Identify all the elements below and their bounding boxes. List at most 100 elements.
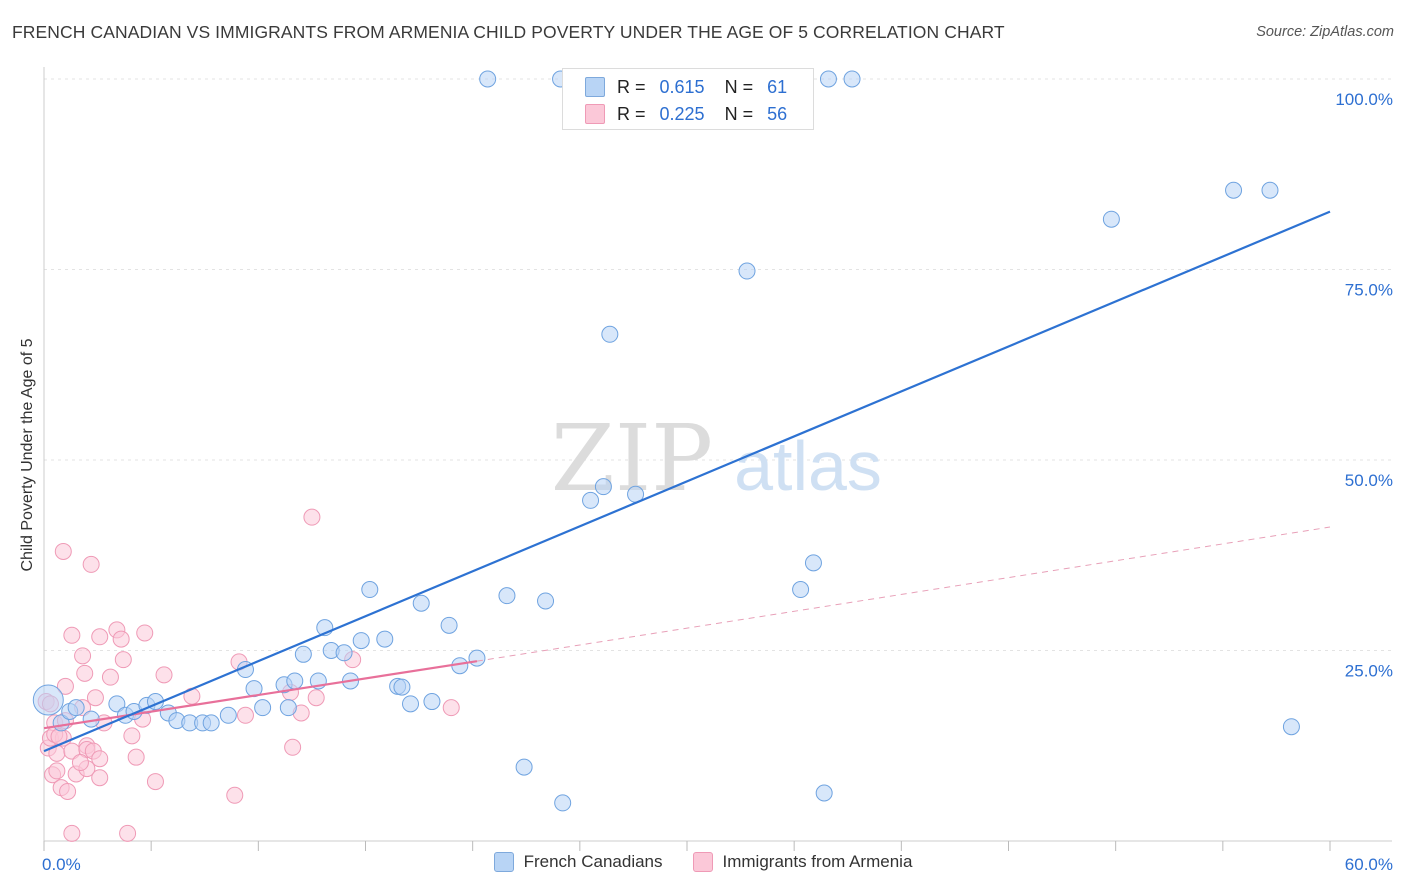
data-point-french-canadians [254, 699, 272, 717]
trend-line-french-canadians [43, 210, 1331, 753]
data-point-french-canadians [498, 587, 516, 605]
data-point-french-canadians [815, 784, 833, 802]
data-point-french-canadians [537, 592, 555, 610]
watermark-atlas: atlas [734, 427, 882, 505]
data-point-french-canadians [1261, 181, 1279, 199]
data-point-french-canadians [335, 644, 353, 662]
source-label: Source: ZipAtlas.com [1256, 24, 1394, 40]
stats-r-value: 0.615 [659, 76, 705, 97]
y-tick-label: 50.0% [1345, 471, 1393, 490]
data-point-immigrants-from-armenia [307, 689, 325, 707]
legend-item-immigrants-from-armenia[interactable]: Immigrants from Armenia [692, 852, 913, 872]
data-point-immigrants-from-armenia [442, 699, 460, 717]
correlation-stats-box: R = 0.615 N = 61 R = 0.225 N = 56 [562, 68, 814, 130]
data-point-immigrants-from-armenia [127, 748, 145, 766]
data-point-french-canadians [1282, 718, 1300, 736]
stats-r-value: 0.225 [659, 103, 705, 124]
data-point-french-canadians [32, 684, 64, 716]
data-point-french-canadians [393, 678, 411, 696]
data-point-french-canadians [1102, 210, 1120, 228]
data-point-french-canadians [792, 581, 810, 599]
data-point-french-canadians [294, 645, 312, 663]
data-point-french-canadians [479, 70, 497, 88]
data-point-immigrants-from-armenia [112, 630, 130, 648]
data-point-immigrants-from-armenia [54, 542, 72, 560]
data-point-immigrants-from-armenia [76, 664, 94, 682]
x-tick-label: 60.0% [1345, 855, 1393, 874]
data-point-immigrants-from-armenia [136, 624, 154, 642]
legend-label-immigrants-from-armenia: Immigrants from Armenia [722, 852, 913, 871]
data-point-french-canadians [286, 672, 304, 690]
y-axis-title: Child Poverty Under the Age of 5 [19, 338, 36, 572]
data-point-immigrants-from-armenia [114, 651, 132, 669]
data-point-immigrants-from-armenia [91, 769, 109, 787]
data-point-immigrants-from-armenia [284, 738, 302, 756]
data-point-immigrants-from-armenia [59, 782, 77, 800]
data-point-french-canadians [594, 478, 612, 496]
data-point-french-canadians [67, 699, 85, 717]
chart-title: FRENCH CANADIAN VS IMMIGRANTS FROM ARMEN… [12, 22, 1005, 42]
data-point-french-canadians [601, 325, 619, 343]
data-point-french-canadians [402, 695, 420, 713]
data-point-immigrants-from-armenia [56, 677, 74, 695]
data-point-french-canadians [376, 630, 394, 648]
data-point-immigrants-from-armenia [63, 626, 81, 644]
stats-n-value: 61 [767, 76, 788, 97]
tick-labels: 100.0% 75.0% 50.0% 25.0% 0.0% 60.0% [42, 90, 1393, 874]
legend-swatch-french-canadians [493, 852, 514, 872]
data-point-immigrants-from-armenia [303, 508, 321, 526]
data-point-french-canadians [515, 758, 533, 776]
grid-lines [44, 78, 1392, 651]
stats-row-french-canadians: R = 0.615 N = 61 [585, 75, 788, 99]
data-point-french-canadians [352, 632, 370, 650]
data-point-french-canadians [582, 491, 600, 509]
data-point-immigrants-from-armenia [71, 754, 89, 772]
trend-extension-immigrants-from-armenia [476, 526, 1331, 662]
axes [43, 67, 1392, 851]
data-point-immigrants-from-armenia [226, 786, 244, 804]
data-point-french-canadians [738, 262, 756, 280]
data-point-french-canadians [1225, 181, 1243, 199]
data-point-french-canadians [279, 699, 297, 717]
data-point-immigrants-from-armenia [74, 647, 92, 665]
data-point-french-canadians [468, 649, 486, 667]
trend-lines [43, 210, 1331, 753]
y-tick-label: 75.0% [1345, 281, 1393, 300]
data-point-french-canadians [108, 695, 126, 713]
y-tick-label: 100.0% [1335, 90, 1393, 109]
y-tick-label: 25.0% [1345, 662, 1393, 681]
data-point-french-canadians [440, 616, 458, 634]
data-point-french-canadians [804, 554, 822, 572]
data-point-immigrants-from-armenia [155, 666, 173, 684]
data-point-immigrants-from-armenia [236, 706, 254, 724]
data-point-immigrants-from-armenia [48, 762, 66, 780]
data-point-immigrants-from-armenia [119, 824, 137, 842]
stats-swatch-immigrants-from-armenia [585, 104, 605, 124]
data-point-immigrants-from-armenia [91, 628, 109, 646]
legend: French Canadians Immigrants from Armenia [0, 852, 1406, 872]
data-point-french-canadians [412, 594, 430, 612]
data-point-immigrants-from-armenia [146, 773, 164, 791]
data-point-french-canadians [843, 70, 861, 88]
stats-n-value: 56 [767, 103, 788, 124]
x-tick-label: 0.0% [42, 855, 81, 874]
data-point-french-canadians [819, 70, 837, 88]
data-point-immigrants-from-armenia [82, 555, 100, 573]
data-point-immigrants-from-armenia [86, 689, 104, 707]
data-point-french-canadians [361, 581, 379, 599]
stats-swatch-french-canadians [585, 77, 605, 97]
data-point-immigrants-from-armenia [101, 668, 119, 686]
legend-item-french-canadians[interactable]: French Canadians [493, 852, 663, 872]
data-point-french-canadians [219, 706, 237, 724]
legend-label-french-canadians: French Canadians [523, 852, 663, 871]
data-point-immigrants-from-armenia [91, 750, 109, 768]
stats-r-label: R = [617, 76, 646, 97]
data-point-immigrants-from-armenia [123, 727, 141, 745]
stats-n-label: N = [724, 76, 754, 97]
trend-line-immigrants-from-armenia [43, 660, 478, 730]
data-point-french-canadians [554, 794, 572, 812]
data-point-french-canadians [423, 693, 441, 711]
stats-row-immigrants-from-armenia: R = 0.225 N = 56 [585, 102, 788, 126]
stats-n-label: N = [724, 103, 754, 124]
